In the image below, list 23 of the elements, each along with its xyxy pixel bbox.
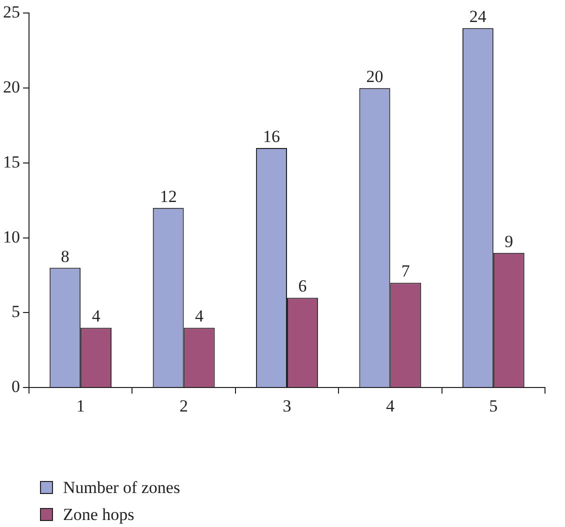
x-tick-label: 5 — [489, 396, 498, 416]
x-tick-label: 3 — [282, 396, 292, 416]
data-label: 7 — [401, 262, 410, 281]
data-label: 24 — [469, 7, 487, 26]
y-tick-label: 5 — [12, 302, 20, 322]
y-tick-label: 15 — [3, 152, 20, 172]
data-label: 16 — [263, 126, 280, 146]
data-label: 8 — [60, 246, 70, 266]
x-tick-label: 1 — [76, 396, 85, 416]
y-tick-label: 0 — [12, 377, 20, 396]
data-label: 4 — [195, 306, 204, 326]
x-tick-label: 2 — [180, 396, 188, 416]
data-label: 20 — [366, 67, 384, 86]
y-tick-label: 10 — [3, 227, 20, 246]
y-tick-label: 25 — [3, 2, 20, 22]
y-tick-label: 20 — [3, 78, 20, 97]
legend-label: Number of zones — [63, 478, 180, 498]
legend-label: Zone hops — [63, 504, 134, 524]
data-label: 12 — [160, 186, 177, 206]
x-tick-label: 4 — [386, 396, 395, 416]
data-label: 6 — [298, 276, 307, 296]
data-label: 4 — [92, 306, 101, 326]
data-label: 9 — [504, 232, 514, 251]
